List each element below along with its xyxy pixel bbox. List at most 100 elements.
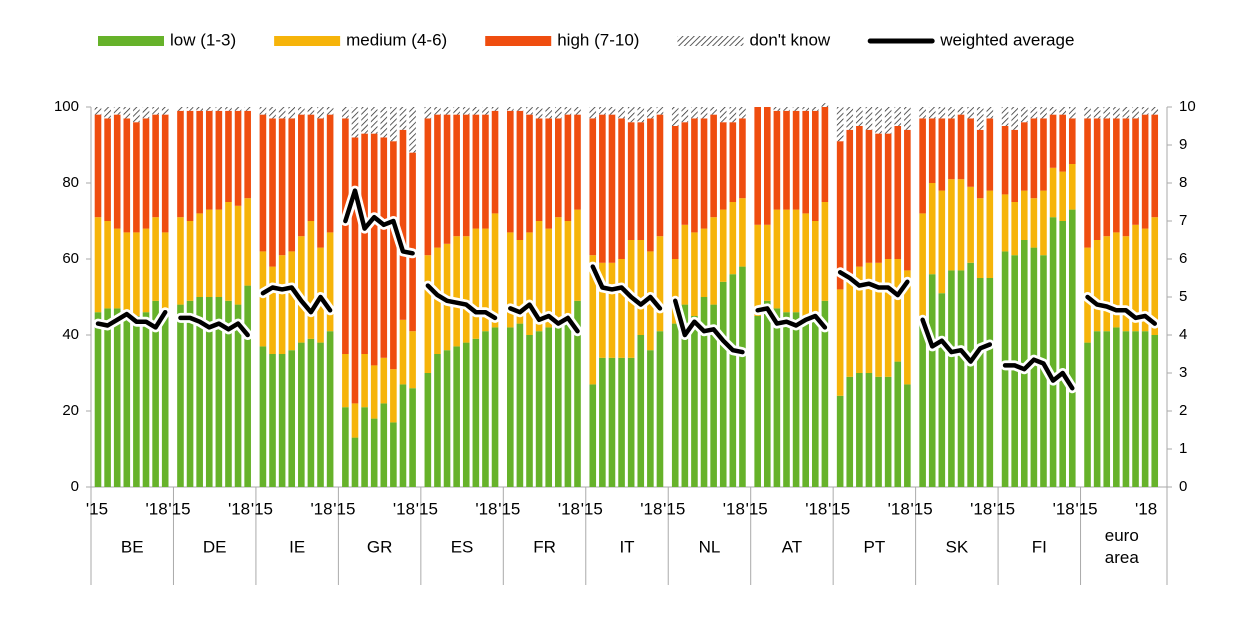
bar-segment xyxy=(763,107,771,225)
bar-segment xyxy=(317,342,324,487)
bar-segment xyxy=(637,122,645,240)
bar-segment xyxy=(647,107,654,119)
x-tick-label: '18 xyxy=(558,499,580,518)
bar-segment xyxy=(409,388,416,487)
bar-segment xyxy=(142,107,150,119)
bar-segment xyxy=(94,312,102,487)
bar-segment xyxy=(1040,190,1047,256)
bar-segment xyxy=(234,107,242,111)
x-tick-label: '18 xyxy=(310,499,332,518)
bar-segment xyxy=(104,118,111,221)
bar-segment xyxy=(298,342,305,487)
bar-segment xyxy=(856,107,863,126)
bar-segment xyxy=(865,373,873,487)
bar-segment xyxy=(535,331,543,487)
bar-segment xyxy=(399,384,407,487)
bar-segment xyxy=(792,110,800,210)
bar-segment xyxy=(535,118,543,221)
bar-segment xyxy=(938,118,946,191)
bar-segment xyxy=(507,232,514,328)
bar-segment xyxy=(196,110,203,214)
bar-segment xyxy=(1113,118,1120,233)
y2-tick-label: 7 xyxy=(1179,212,1187,229)
x-tick-label: '15 xyxy=(168,499,190,518)
bar-segment xyxy=(773,107,781,111)
bar-segment xyxy=(938,190,946,294)
bar-segment xyxy=(957,270,965,487)
bar-segment xyxy=(434,107,441,115)
bar-segment xyxy=(846,107,854,130)
bar-segment xyxy=(739,107,746,119)
bar-segment xyxy=(938,107,946,119)
bar-segment xyxy=(434,114,441,248)
bar-segment xyxy=(821,107,829,202)
bar-segment xyxy=(1011,255,1018,487)
bar-segment xyxy=(700,297,708,487)
bar-segment xyxy=(1113,232,1120,328)
bar-segment xyxy=(482,228,489,332)
bar-segment xyxy=(482,107,489,115)
x-tick-label: '18 xyxy=(393,499,415,518)
bar-segment xyxy=(205,297,213,487)
x-tick-label: '18 xyxy=(146,499,168,518)
bar-segment xyxy=(133,232,140,316)
bar-segment xyxy=(205,110,213,210)
bar-segment xyxy=(671,126,679,259)
bar-segment xyxy=(884,133,892,259)
bar-segment xyxy=(555,327,562,487)
bar-segment xyxy=(161,232,169,313)
y2-tick-label: 8 xyxy=(1179,174,1187,191)
bar-segment xyxy=(1084,118,1091,248)
bar-segment xyxy=(792,107,800,111)
bar-segment xyxy=(361,354,368,408)
bar-segment xyxy=(453,114,460,237)
bar-segment xyxy=(526,107,533,115)
bar-segment xyxy=(691,107,698,119)
bar-segment xyxy=(884,259,892,377)
bar-segment xyxy=(196,297,203,487)
bar-segment xyxy=(1059,114,1066,172)
bar-segment xyxy=(710,217,717,305)
bar-segment xyxy=(1103,331,1111,487)
bar-segment xyxy=(1151,335,1159,487)
bar-segment xyxy=(627,357,635,487)
bar-segment xyxy=(1132,331,1139,487)
legend-label: don't know xyxy=(749,30,830,49)
legend-label: low (1-3) xyxy=(170,30,236,49)
bar-segment xyxy=(865,262,873,373)
bar-segment xyxy=(390,141,397,370)
bar-segment xyxy=(244,198,251,286)
bar-segment xyxy=(491,110,499,214)
bar-segment xyxy=(472,114,480,229)
bar-segment xyxy=(1049,167,1057,218)
bar-segment xyxy=(259,114,267,252)
bar-segment xyxy=(462,114,470,237)
bar-segment xyxy=(783,312,790,487)
bar-segment xyxy=(894,259,902,362)
bar-segment xyxy=(637,335,645,487)
bar-segment xyxy=(802,107,809,111)
bar-segment xyxy=(811,110,819,221)
bar-segment xyxy=(691,316,698,487)
bar-segment xyxy=(836,107,844,142)
bar-segment xyxy=(491,327,499,487)
bar-segment xyxy=(976,107,984,130)
bar-segment xyxy=(161,114,169,233)
x-tick-label: '15 xyxy=(663,499,685,518)
y2-tick-label: 4 xyxy=(1179,326,1187,343)
bar-segment xyxy=(326,232,334,332)
bar-segment xyxy=(792,312,800,487)
bar-segment xyxy=(326,107,334,115)
line xyxy=(178,315,250,338)
bar-segment xyxy=(424,255,432,373)
bar-segment xyxy=(976,278,984,487)
bar-segment xyxy=(1122,331,1130,487)
bar-segment xyxy=(1011,129,1018,202)
bar-segment xyxy=(671,107,679,126)
bar-segment xyxy=(380,403,388,487)
bar-segment xyxy=(589,118,597,256)
bar-segment xyxy=(836,141,844,290)
y-tick-label: 100 xyxy=(54,98,79,115)
bar-segment xyxy=(380,357,388,404)
bar-segment xyxy=(186,107,194,111)
